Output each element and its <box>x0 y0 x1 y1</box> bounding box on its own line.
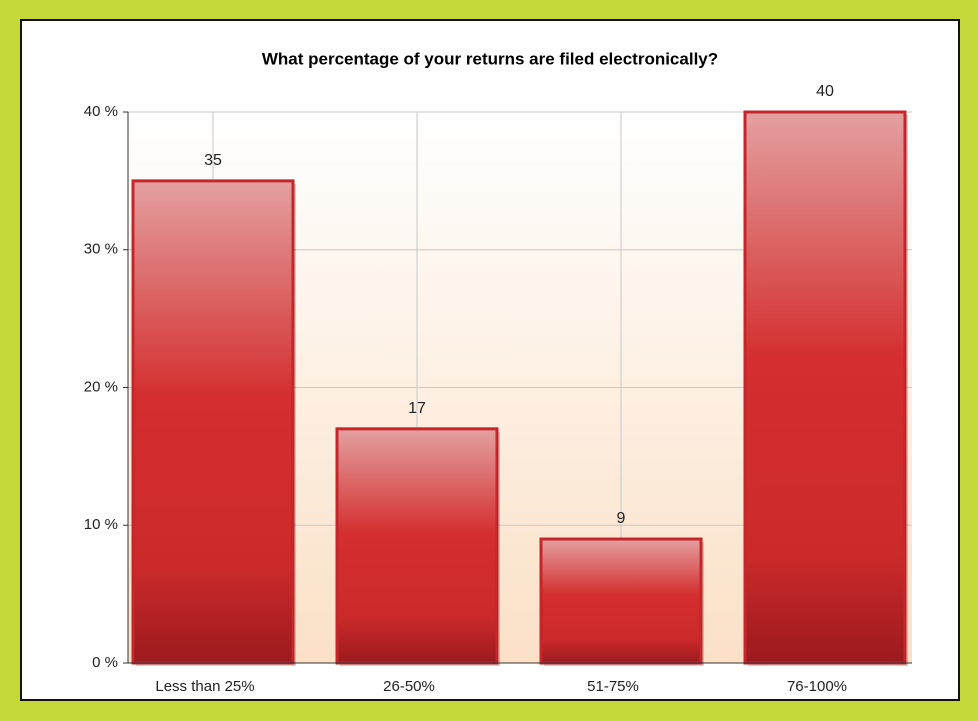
bar <box>539 537 703 665</box>
bar <box>743 110 907 665</box>
x-tick-label: 51-75% <box>587 678 639 695</box>
y-tick-label: 40 % <box>84 103 118 120</box>
data-label: 35 <box>204 152 222 169</box>
chart-title: What percentage of your returns are file… <box>262 49 718 68</box>
data-label: 17 <box>408 400 426 417</box>
y-tick-label: 0 % <box>92 654 118 671</box>
bar <box>335 427 499 665</box>
x-tick-label: 26-50% <box>383 678 435 695</box>
bars <box>131 110 908 666</box>
x-tick-label: 76-100% <box>787 678 847 695</box>
data-label: 9 <box>617 510 626 527</box>
x-tick-label: Less than 25% <box>155 678 254 695</box>
y-tick-label: 30 % <box>84 241 118 258</box>
bar <box>131 179 295 665</box>
y-tick-label: 10 % <box>84 516 118 533</box>
data-label: 40 <box>816 83 834 100</box>
y-tick-label: 20 % <box>84 378 118 395</box>
